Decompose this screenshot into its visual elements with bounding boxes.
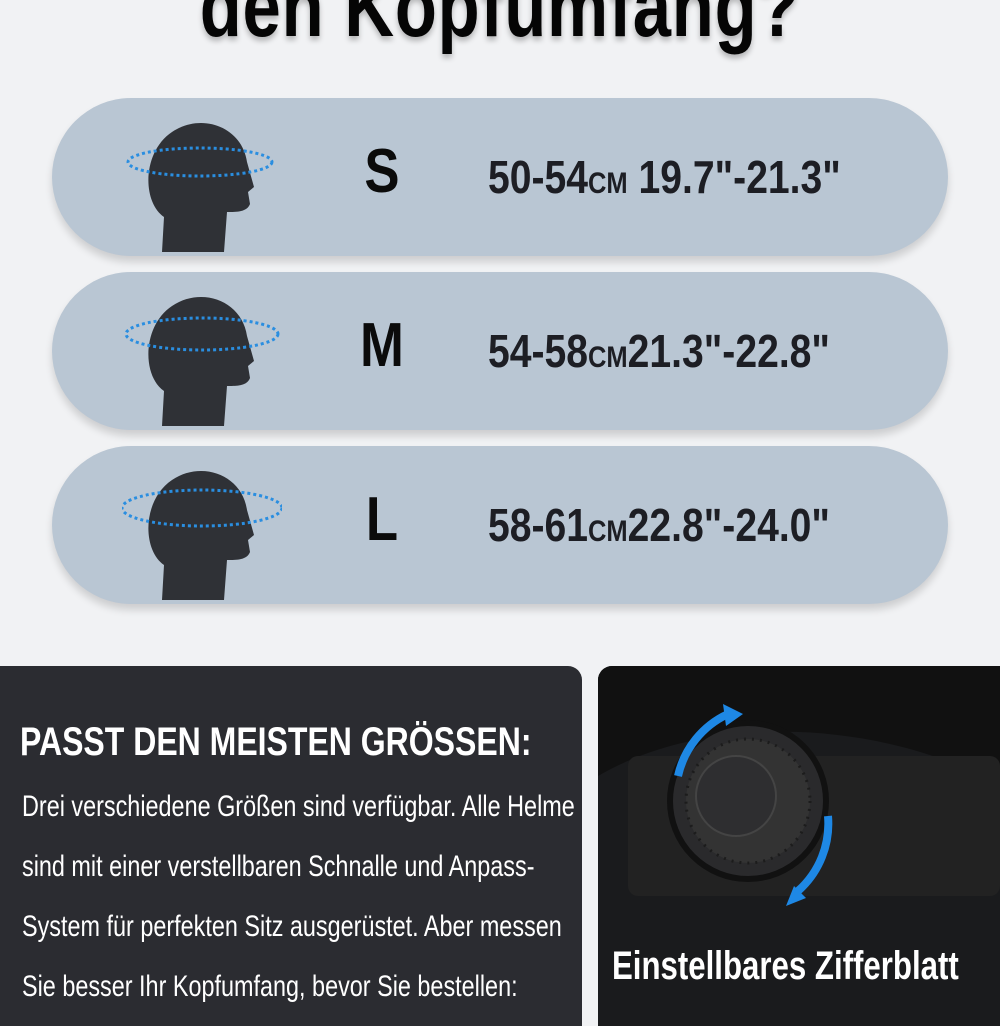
- size-measurement: 54-58CM21.3"-22.8": [488, 325, 830, 377]
- adjustment-dial-image: [598, 666, 1000, 906]
- head-circumference-icon: [126, 123, 274, 252]
- size-label: L: [365, 485, 399, 554]
- size-row-l: L 58-61CM22.8"-24.0": [52, 446, 948, 604]
- info-line: Sie besser Ihr Kopfumfang, bevor Sie bes…: [22, 970, 518, 1003]
- head-circumference-icon: [124, 297, 280, 426]
- dial-photo: Einstellbares Zifferblatt: [598, 666, 1000, 1026]
- info-heading: PASST DEN MEISTEN GRÖSSEN:: [20, 720, 532, 764]
- size-measurement: 58-61CM22.8"-24.0": [488, 499, 830, 551]
- dial-caption: Einstellbares Zifferblatt: [612, 944, 959, 988]
- info-line: sind mit einer verstellbaren Schnalle un…: [22, 850, 535, 883]
- size-label: M: [360, 311, 404, 380]
- size-measurement: 50-54CM 19.7"-21.3": [488, 151, 841, 203]
- head-circumference-icon: [122, 471, 282, 600]
- fit-info-card: PASST DEN MEISTEN GRÖSSEN: Drei verschie…: [0, 666, 582, 1026]
- size-row-s: S 50-54CM 19.7"-21.3": [52, 98, 948, 256]
- info-line: System für perfekten Sitz ausgerüstet. A…: [22, 910, 562, 943]
- size-label: S: [364, 137, 400, 206]
- page-title: den Kopfumfang?: [199, 0, 801, 55]
- info-line: Drei verschiedene Größen sind verfügbar.…: [22, 790, 575, 823]
- size-row-m: M 54-58CM21.3"-22.8": [52, 272, 948, 430]
